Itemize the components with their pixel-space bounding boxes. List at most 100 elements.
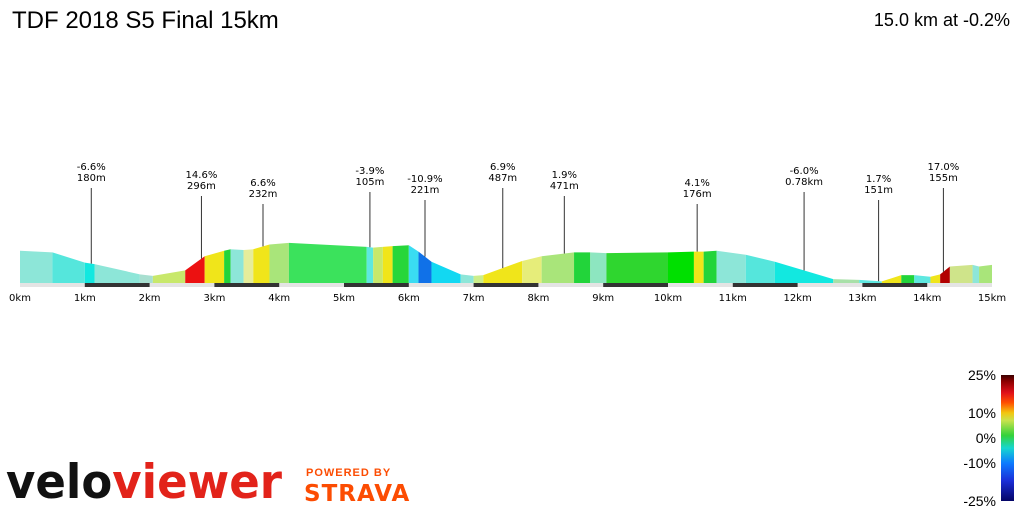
- annotation-distance: 296m: [187, 181, 216, 192]
- x-tick-label: 13km: [848, 293, 876, 304]
- profile-segment-0: [20, 250, 53, 283]
- profile-segment-35: [833, 279, 860, 283]
- annotation-distance: 487m: [488, 173, 517, 184]
- annotation-grade: 1.9%: [552, 170, 577, 181]
- profile-segment-1: [52, 252, 85, 283]
- profile-segment-33: [745, 254, 775, 283]
- profile-segment-37: [881, 275, 902, 283]
- profile-segment-2: [84, 262, 95, 283]
- profile-segment-36: [859, 279, 882, 283]
- annotation-distance: 471m: [550, 181, 579, 192]
- segment-annotations: -6.6%180m 14.6%296m 6.6%232m -3.9%105m -10.9…: [77, 162, 960, 282]
- profile-segment-41: [940, 266, 950, 283]
- profile-segment-15: [373, 246, 383, 283]
- x-tick-label: 3km: [203, 293, 225, 304]
- x-tick-label: 15km: [978, 293, 1006, 304]
- profile-segment-23: [483, 261, 523, 283]
- profile-segment-27: [590, 252, 607, 283]
- annotation-distance: 232m: [249, 189, 278, 200]
- annotation-distance: 151m: [864, 185, 893, 196]
- annotation-distance: 155m: [929, 173, 958, 184]
- profile-segment-14: [366, 246, 374, 283]
- annotation-distance: 105m: [356, 177, 385, 188]
- profile-segment-5: [152, 270, 186, 283]
- chart-title: TDF 2018 S5 Final 15km: [12, 7, 279, 34]
- legend-label: -10%: [963, 455, 996, 472]
- profile-segments: [20, 242, 992, 283]
- profile-segment-26: [574, 252, 591, 283]
- distance-axis: 0km 1km 2km 3km 4km 5km 6km 7km 8km 9km 10km 11km 12…: [9, 283, 1006, 304]
- profile-segment-42: [949, 264, 973, 283]
- x-tick-label: 11km: [719, 293, 747, 304]
- profile-segment-12: [269, 242, 289, 283]
- svg-text:veloviewer: veloviewer: [6, 455, 283, 506]
- annotation-grade: 4.1%: [684, 178, 709, 189]
- profile-segment-9: [230, 249, 244, 283]
- strava-logo: STRAVA: [304, 481, 411, 507]
- legend-label: -25%: [963, 493, 996, 509]
- profile-segment-25: [541, 252, 575, 283]
- x-tick-label: 7km: [463, 293, 485, 304]
- annotation-grade: -10.9%: [407, 174, 442, 185]
- x-tick-label: 1km: [74, 293, 96, 304]
- profile-segment-39: [914, 275, 931, 283]
- annotation-grade: 6.9%: [490, 162, 515, 173]
- annotation-grade: 14.6%: [186, 170, 218, 181]
- veloviewer-logo: veloviewer: [6, 455, 283, 506]
- x-tick-label: 14km: [913, 293, 941, 304]
- axis-km-stripe: [344, 283, 409, 287]
- profile-segment-4: [139, 274, 153, 283]
- profile-segment-16: [382, 246, 393, 283]
- profile-segment-3: [94, 264, 140, 283]
- profile-segment-17: [392, 245, 409, 283]
- x-tick-label: 4km: [268, 293, 290, 304]
- x-tick-label: 9km: [592, 293, 614, 304]
- annotation-distance: 176m: [683, 189, 712, 200]
- profile-segment-31: [703, 250, 717, 283]
- route-summary: 15.0 km at -0.2%: [873, 10, 1010, 30]
- axis-km-stripe: [214, 283, 280, 287]
- gradient-legend-bar: [1001, 375, 1014, 501]
- x-tick-label: 8km: [527, 293, 549, 304]
- profile-segment-13: [288, 242, 367, 283]
- annotation-grade: 1.7%: [866, 174, 891, 185]
- legend-label: 0%: [975, 430, 996, 446]
- annotation-distance: 180m: [77, 173, 106, 184]
- profile-segment-43: [972, 264, 980, 283]
- profile-segment-30: [693, 251, 704, 283]
- x-tick-label: 5km: [333, 293, 355, 304]
- legend-label: 25%: [967, 367, 996, 383]
- axis-km-stripe: [732, 283, 798, 287]
- annotation-distance: 221m: [411, 185, 440, 196]
- profile-segment-11: [253, 244, 270, 283]
- profile-segment-44: [979, 264, 992, 283]
- x-tick-label: 12km: [783, 293, 811, 304]
- profile-segment-21: [460, 274, 474, 283]
- x-tick-label: 2km: [139, 293, 161, 304]
- axis-km-stripe: [473, 283, 539, 287]
- legend-label: 10%: [967, 404, 996, 421]
- annotation-distance: 0.78km: [785, 177, 823, 188]
- profile-segment-19: [418, 251, 432, 283]
- axis-km-stripe: [603, 283, 668, 287]
- annotation-grade: 6.6%: [250, 178, 275, 189]
- x-tick-label: 0km: [9, 293, 31, 304]
- profile-segment-10: [243, 249, 254, 283]
- annotation-grade: -3.9%: [355, 166, 384, 177]
- profile-segment-32: [716, 250, 746, 283]
- profile-segment-29: [668, 251, 694, 283]
- profile-segment-20: [431, 261, 461, 283]
- profile-segment-34: [774, 261, 834, 283]
- profile-segment-6: [185, 256, 205, 283]
- axis-km-stripe: [862, 283, 928, 287]
- gradient-legend-labels: 25% 10% 0% -10% -25%: [936, 366, 996, 509]
- profile-segment-8: [224, 249, 231, 283]
- x-tick-label: 10km: [654, 293, 682, 304]
- annotation-grade: -6.6%: [77, 162, 106, 173]
- profile-segment-40: [930, 274, 941, 283]
- powered-by-label: POWERED BY: [306, 467, 392, 479]
- profile-segment-38: [901, 275, 915, 283]
- axis-km-stripe: [84, 283, 150, 287]
- annotation-grade: 17.0%: [928, 162, 960, 173]
